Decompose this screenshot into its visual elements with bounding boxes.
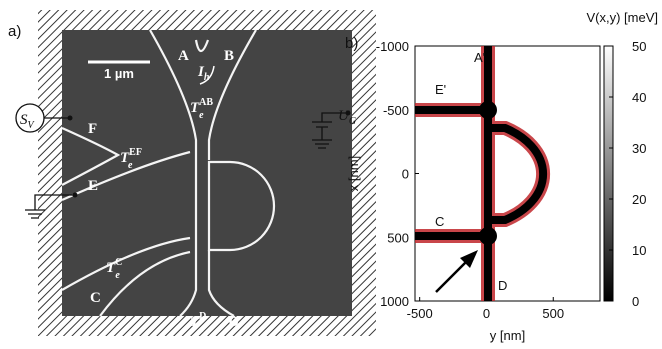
label: E <box>88 178 98 194</box>
label: F <box>88 121 97 137</box>
label: C <box>90 290 101 306</box>
colorbar-tick-label: 20 <box>632 192 646 207</box>
figure: a) 1 µm ABIhTABeSVFTEFeETCeCTDeDUG b)-50… <box>0 0 662 349</box>
y-tick-label: -500 <box>383 103 409 118</box>
x-tick-label: 500 <box>542 306 564 321</box>
label-base: F <box>88 121 97 137</box>
label-sup: EF <box>129 147 142 158</box>
y-tick-label: 1000 <box>380 294 409 309</box>
label-sup: D <box>199 311 206 322</box>
label-sub: e <box>199 110 204 121</box>
y-axis-label: x [nm] <box>346 156 361 191</box>
x-tick-label: -500 <box>407 306 433 321</box>
label-sub: e <box>199 324 204 335</box>
colorbar <box>604 46 613 301</box>
label: B <box>224 48 234 64</box>
label: A <box>178 48 189 64</box>
x-axis-label: y [nm] <box>490 328 525 343</box>
annotation: D <box>498 278 507 293</box>
label-base: D <box>228 314 239 330</box>
label-sup: C <box>115 257 122 268</box>
y-tick-label: 500 <box>387 230 409 245</box>
panel-label: a) <box>8 23 21 40</box>
colorbar-label: V(x,y) [meV] <box>586 10 658 25</box>
annotation: C <box>435 214 444 229</box>
panel-label: b) <box>345 35 358 52</box>
scale-bar-label: 1 µm <box>104 66 134 81</box>
label-sub: e <box>128 160 133 171</box>
y-tick-label: -1000 <box>376 39 409 54</box>
label-sup: AB <box>199 97 213 108</box>
label-base: B <box>224 48 234 64</box>
y-tick-label: 0 <box>402 167 409 182</box>
colorbar-tick-label: 10 <box>632 243 646 258</box>
annotation: A' <box>474 50 485 65</box>
label: D <box>228 314 239 330</box>
colorbar-tick-label: 0 <box>632 294 639 309</box>
label-base: C <box>90 290 101 306</box>
label-base: E <box>88 178 98 194</box>
colorbar-tick-label: 40 <box>632 90 646 105</box>
label-sub: G <box>349 116 356 127</box>
label-sub: h <box>204 72 210 83</box>
label-sub: e <box>115 270 120 281</box>
annotation: E' <box>435 82 446 97</box>
colorbar-tick-label: 50 <box>632 39 646 54</box>
colorbar-tick-label: 30 <box>632 141 646 156</box>
x-tick-label: 0 <box>483 306 490 321</box>
label-base: A <box>178 48 189 64</box>
